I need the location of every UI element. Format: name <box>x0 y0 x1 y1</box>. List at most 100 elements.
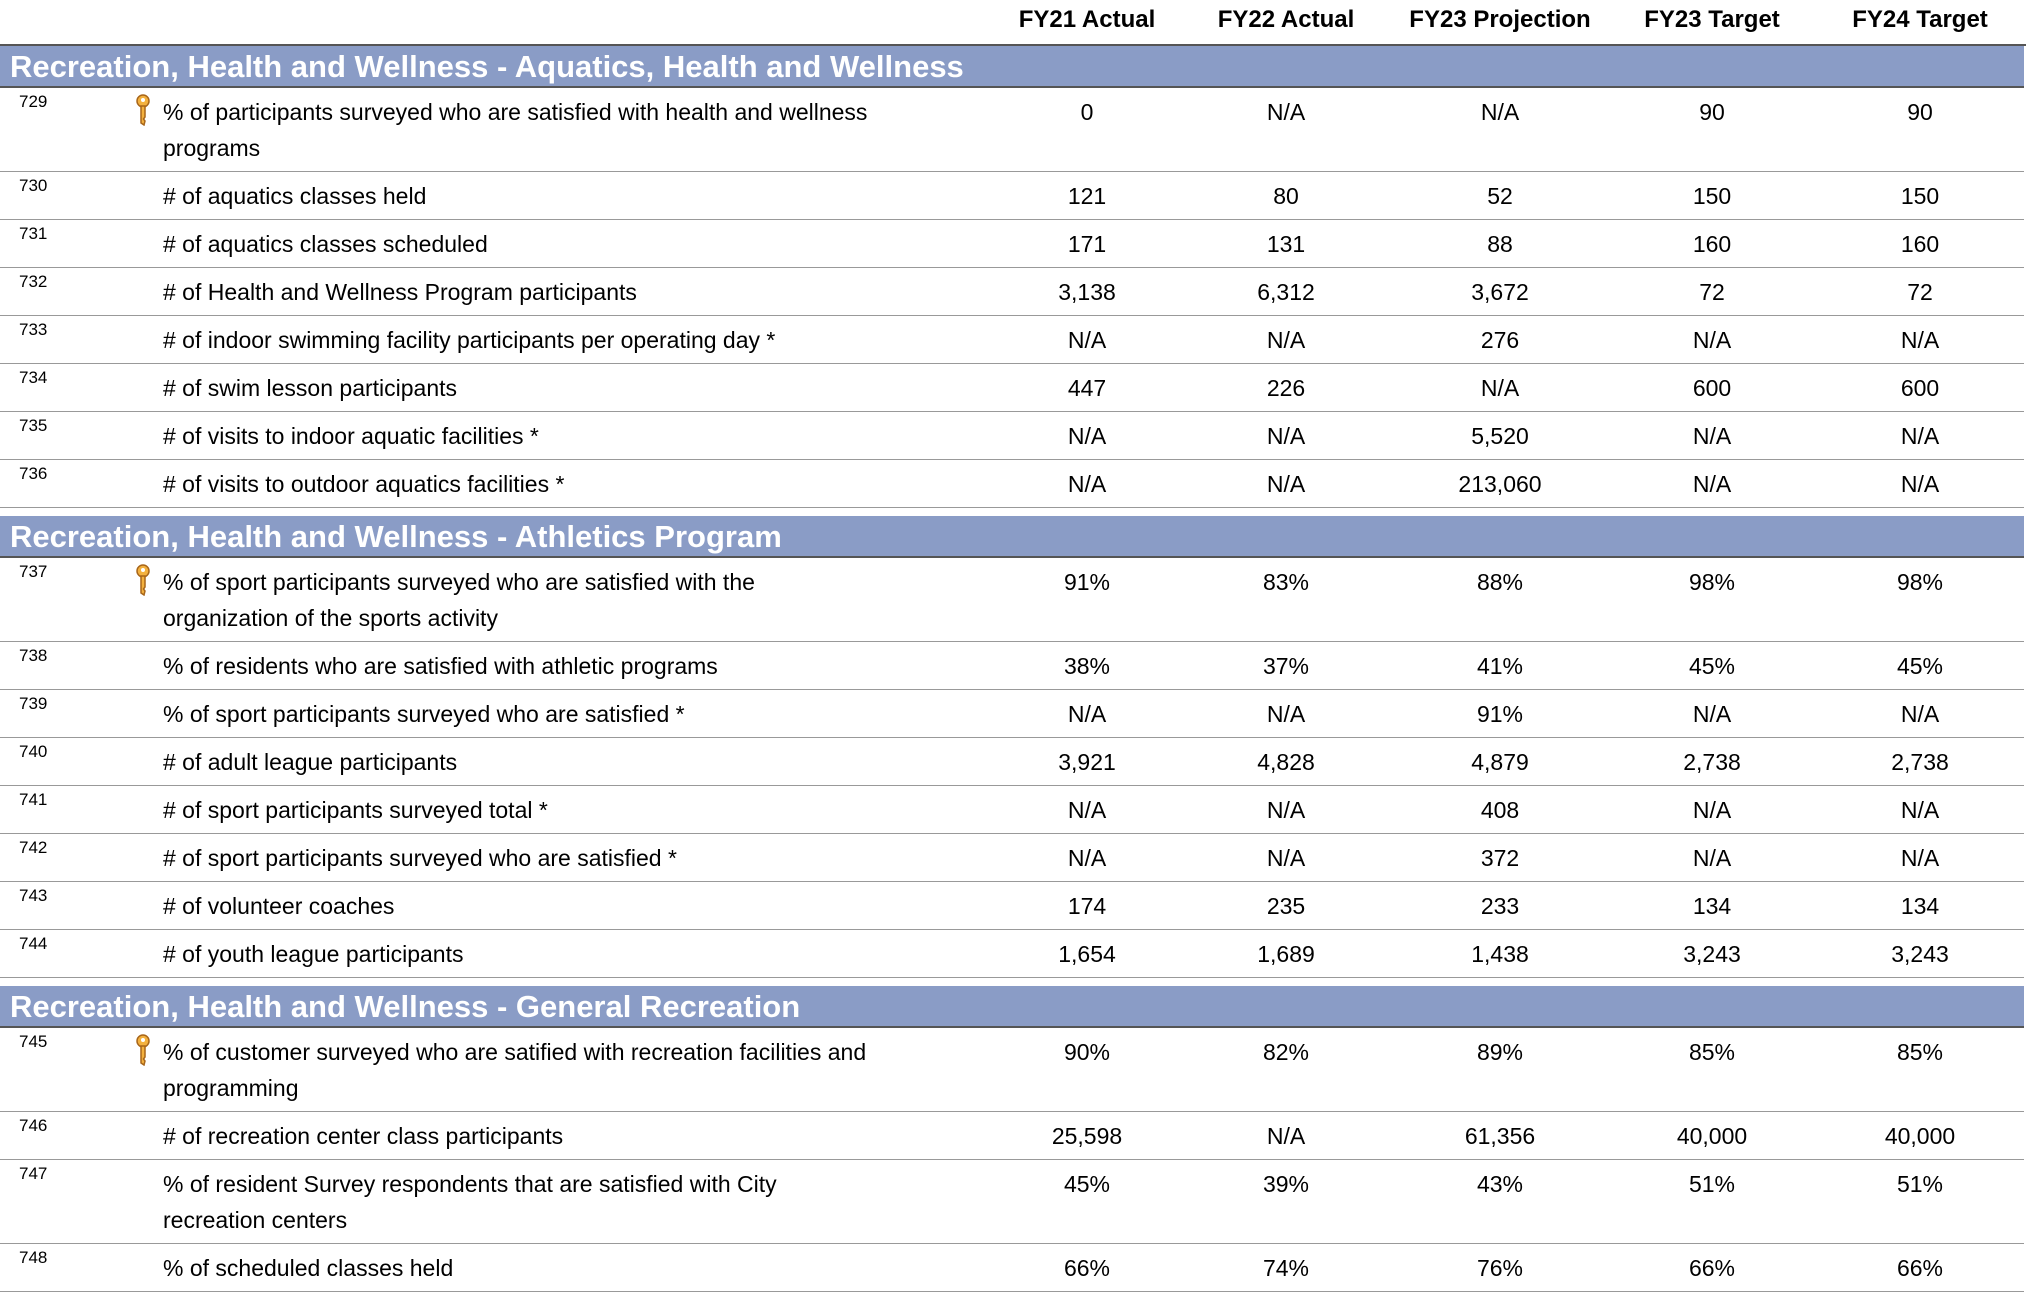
row-description: % of participants surveyed who are satis… <box>163 99 868 161</box>
row-description: # of volunteer coaches <box>163 893 395 919</box>
cell-value: N/A <box>1900 423 1940 449</box>
key-icon <box>134 1034 152 1071</box>
cell-value: N/A <box>1692 797 1732 823</box>
cell-value: 447 <box>1067 375 1107 401</box>
table-row: 730 # of aquatics classes held 121 80 52 150 1… <box>0 172 2024 220</box>
cell-value: N/A <box>1067 327 1107 353</box>
cell-value: 3,921 <box>1058 749 1116 775</box>
cell-value: 85% <box>1896 1039 1944 1065</box>
table-row: 738 % of residents who are satisfied with… <box>0 642 2024 690</box>
table-row: 731 # of aquatics classes scheduled 171 131… <box>0 220 2024 268</box>
cell-value: 51% <box>1896 1171 1944 1197</box>
row-number: 735 <box>19 416 48 435</box>
cell-value: 39% <box>1262 1171 1310 1197</box>
table-row: 734 # of swim lesson participants 447 226 N/… <box>0 364 2024 412</box>
table-row: 742 # of sport participants surveyed who … <box>0 834 2024 882</box>
cell-value: N/A <box>1266 99 1306 125</box>
cell-value: 37% <box>1262 653 1310 679</box>
section-title: Recreation, Health and Wellness - Aquati… <box>0 46 2024 88</box>
row-description: % of residents who are satisfied with at… <box>163 653 718 679</box>
row-number: 746 <box>19 1116 48 1135</box>
column-header: FY21 Actual <box>1018 6 1156 33</box>
column-header: FY23 Projection <box>1409 6 1591 33</box>
cell-value: 408 <box>1480 797 1520 823</box>
cell-value: 98% <box>1688 569 1736 595</box>
cell-value: 91% <box>1063 569 1111 595</box>
row-number: 732 <box>19 272 48 291</box>
cell-value: 82% <box>1262 1039 1310 1065</box>
header-row: FY21 Actual FY22 Actual FY23 Projection FY2… <box>0 0 2026 46</box>
row-description: # of Health and Wellness Program partici… <box>163 279 637 305</box>
cell-value: N/A <box>1266 797 1306 823</box>
cell-value: 91% <box>1476 701 1524 727</box>
row-number: 730 <box>19 176 48 195</box>
row-number: 737 <box>19 562 48 581</box>
cell-value: N/A <box>1067 845 1107 871</box>
row-number: 747 <box>19 1164 48 1183</box>
row-description: % of resident Survey respondents that ar… <box>163 1171 777 1233</box>
table-row: 744 # of youth league participants 1,654 1,… <box>0 930 2024 978</box>
row-description: # of aquatics classes scheduled <box>163 231 488 257</box>
row-number: 729 <box>19 92 48 111</box>
cell-value: 4,879 <box>1471 749 1529 775</box>
row-description: # of visits to outdoor aquatics faciliti… <box>163 471 565 497</box>
table-row: 743 # of volunteer coaches 174 235 233 134 134 <box>0 882 2024 930</box>
key-icon <box>134 94 152 131</box>
row-number: 742 <box>19 838 48 857</box>
table-row: 746 # of recreation center class particip… <box>0 1112 2024 1160</box>
cell-value: 66% <box>1063 1255 1111 1281</box>
cell-value: 85% <box>1688 1039 1736 1065</box>
cell-value: N/A <box>1692 327 1732 353</box>
cell-value: 160 <box>1692 231 1732 257</box>
cell-value: N/A <box>1692 423 1732 449</box>
row-description: % of scheduled classes held <box>163 1255 454 1281</box>
table-row: 729 % of participants surveyed who are sa… <box>0 88 2024 172</box>
column-header: FY24 Target <box>1852 6 1988 33</box>
table-row: 732 # of Health and Wellness Program part… <box>0 268 2024 316</box>
cell-value: 41% <box>1476 653 1524 679</box>
row-description: # of youth league participants <box>163 941 464 967</box>
cell-value: N/A <box>1692 701 1732 727</box>
cell-value: 88 <box>1487 231 1513 257</box>
row-description: # of visits to indoor aquatic facilities… <box>163 423 539 449</box>
row-description: # of swim lesson participants <box>163 375 458 401</box>
cell-value: 25,598 <box>1051 1123 1123 1149</box>
cell-value: 83% <box>1262 569 1310 595</box>
cell-value: 45% <box>1896 653 1944 679</box>
cell-value: N/A <box>1266 327 1306 353</box>
cell-value: 88% <box>1476 569 1524 595</box>
section-gap <box>0 978 2026 986</box>
cell-value: 3,243 <box>1683 941 1741 967</box>
cell-value: 600 <box>1692 375 1732 401</box>
row-description: # of sport participants surveyed who are… <box>163 845 677 871</box>
cell-value: N/A <box>1692 471 1732 497</box>
cell-value: 276 <box>1480 327 1520 353</box>
cell-value: N/A <box>1900 845 1940 871</box>
cell-value: 52 <box>1487 183 1513 209</box>
table-row: 748 % of scheduled classes held 66% 74% 76% 6… <box>0 1244 2024 1292</box>
cell-value: 1,438 <box>1471 941 1529 967</box>
cell-value: 131 <box>1266 231 1306 257</box>
row-description: % of sport participants surveyed who are… <box>163 701 685 727</box>
table-row: 735 # of visits to indoor aquatic facilit… <box>0 412 2024 460</box>
row-number: 740 <box>19 742 48 761</box>
cell-value: 38% <box>1063 653 1111 679</box>
row-description: # of sport participants surveyed total * <box>163 797 548 823</box>
row-number: 748 <box>19 1248 48 1267</box>
cell-value: 226 <box>1266 375 1306 401</box>
row-description: # of recreation center class participant… <box>163 1123 564 1149</box>
cell-value: N/A <box>1067 797 1107 823</box>
cell-value: 0 <box>1080 99 1094 125</box>
cell-value: N/A <box>1067 471 1107 497</box>
cell-value: 3,243 <box>1891 941 1949 967</box>
cell-value: 80 <box>1273 183 1299 209</box>
column-header: FY23 Target <box>1644 6 1780 33</box>
cell-value: 51% <box>1688 1171 1736 1197</box>
cell-value: 233 <box>1480 893 1520 919</box>
cell-value: 76% <box>1476 1255 1524 1281</box>
table-row: 736 # of visits to outdoor aquatics facil… <box>0 460 2024 508</box>
cell-value: N/A <box>1266 423 1306 449</box>
cell-value: 66% <box>1896 1255 1944 1281</box>
cell-value: 89% <box>1476 1039 1524 1065</box>
